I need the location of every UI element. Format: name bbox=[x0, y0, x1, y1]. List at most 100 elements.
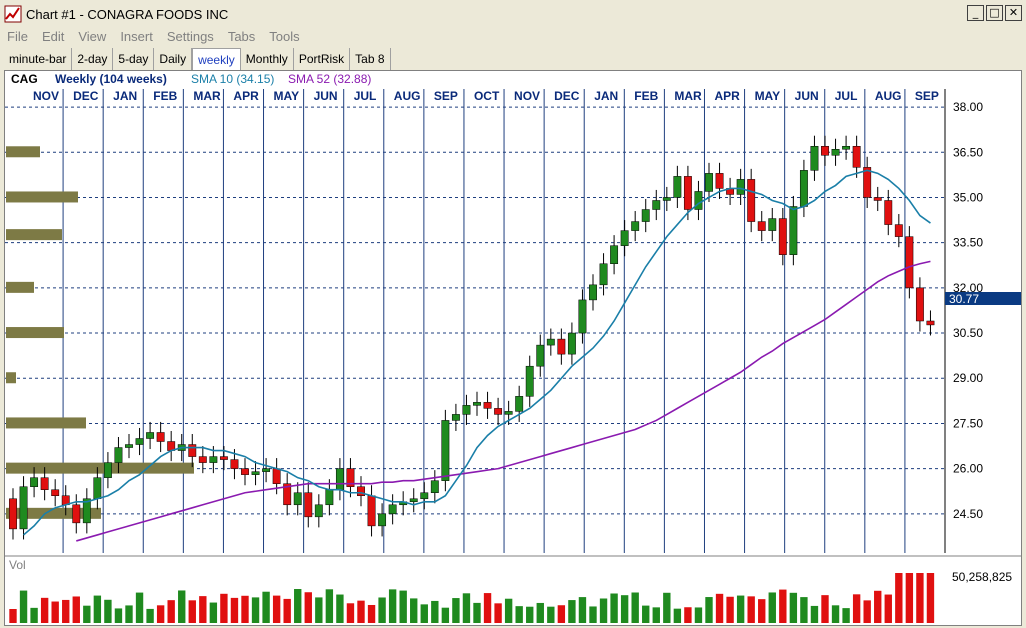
candle-body bbox=[125, 444, 133, 448]
volume-bar bbox=[810, 605, 819, 623]
candle-body bbox=[241, 468, 249, 475]
month-label: MAY bbox=[274, 89, 300, 103]
volume-bar bbox=[230, 597, 239, 623]
volume-bar bbox=[526, 606, 534, 623]
volume-profile-bar bbox=[6, 281, 34, 293]
y-tick-label: 29.00 bbox=[953, 371, 983, 385]
candle-body bbox=[346, 468, 355, 487]
menu-settings[interactable]: Settings bbox=[166, 28, 214, 44]
volume-bar bbox=[9, 609, 17, 623]
maximize-button[interactable]: □ bbox=[986, 5, 1003, 21]
candle-body bbox=[641, 209, 650, 222]
tab-monthly[interactable]: Monthly bbox=[241, 48, 294, 70]
price-chart[interactable]: CAG Weekly (104 weeks) SMA 10 (34.15) SM… bbox=[5, 71, 1021, 625]
tab-2-day[interactable]: 2-day bbox=[72, 48, 114, 70]
candle-body bbox=[768, 218, 777, 231]
candle-body bbox=[441, 420, 450, 481]
candle-body bbox=[546, 338, 555, 346]
candle-body bbox=[757, 221, 766, 231]
y-tick-label: 33.50 bbox=[953, 236, 983, 250]
volume-bar bbox=[420, 604, 428, 623]
volume-bar bbox=[283, 598, 291, 623]
volume-bar bbox=[209, 602, 218, 623]
volume-bar bbox=[104, 599, 112, 623]
candle-body bbox=[304, 492, 313, 518]
y-tick-label: 24.50 bbox=[953, 507, 983, 521]
volume-bar bbox=[62, 599, 70, 623]
volume-bar bbox=[251, 597, 260, 623]
sma-layer bbox=[23, 169, 931, 542]
candle-body bbox=[473, 402, 481, 406]
candle-body bbox=[683, 176, 692, 210]
y-tick-label: 36.50 bbox=[953, 145, 983, 159]
volume-bar bbox=[220, 593, 228, 623]
candle-body bbox=[567, 332, 576, 355]
candle-body bbox=[335, 468, 344, 490]
menu-tabs[interactable]: Tabs bbox=[227, 28, 256, 44]
volume-bar bbox=[431, 600, 439, 623]
candle-body bbox=[504, 411, 513, 415]
candle-body bbox=[51, 489, 60, 497]
month-label: NOV bbox=[514, 89, 540, 103]
volume-bar bbox=[40, 597, 49, 623]
candle-body bbox=[209, 456, 218, 463]
candle-body bbox=[82, 498, 91, 524]
candle-body bbox=[19, 486, 28, 530]
volume-bar bbox=[125, 605, 133, 623]
volume-max-label: 50,258,825 bbox=[952, 570, 1012, 584]
month-label: MAR bbox=[674, 89, 702, 103]
tab-8[interactable]: Tab 8 bbox=[350, 48, 391, 70]
menu-edit[interactable]: Edit bbox=[41, 28, 65, 44]
close-button[interactable]: ✕ bbox=[1005, 5, 1022, 21]
candle-body bbox=[736, 179, 745, 195]
tab-daily[interactable]: Daily bbox=[154, 48, 193, 70]
month-label: JAN bbox=[113, 89, 137, 103]
tab-portrisk[interactable]: PortRisk bbox=[294, 48, 351, 70]
month-label: JAN bbox=[594, 89, 618, 103]
candle-body bbox=[799, 170, 808, 207]
volume-bar bbox=[135, 592, 144, 623]
candle-body bbox=[789, 206, 798, 255]
menu-tools[interactable]: Tools bbox=[269, 28, 300, 44]
volume-bar bbox=[410, 598, 418, 623]
month-label: SEP bbox=[434, 89, 458, 103]
candle-body bbox=[462, 405, 471, 415]
menu-file[interactable]: File bbox=[7, 28, 28, 44]
volume-bar bbox=[441, 607, 450, 623]
volume-bar bbox=[388, 589, 397, 623]
candle-body bbox=[715, 173, 724, 189]
candle-body bbox=[30, 477, 39, 487]
menu-insert[interactable]: Insert bbox=[120, 28, 153, 44]
tab-5-day[interactable]: 5-day bbox=[113, 48, 155, 70]
minimize-button[interactable]: _ bbox=[967, 5, 984, 21]
candle-body bbox=[230, 459, 239, 469]
legend-symbol: CAG bbox=[11, 72, 38, 86]
legend-sma10: SMA 10 (34.15) bbox=[191, 72, 274, 86]
volume-bar bbox=[346, 603, 355, 623]
month-label: JUL bbox=[354, 89, 377, 103]
volume-bar bbox=[188, 600, 196, 623]
volume-bar bbox=[536, 602, 544, 623]
volume-profile-bar bbox=[6, 417, 86, 429]
chart-panel[interactable]: CAG Weekly (104 weeks) SMA 10 (34.15) SM… bbox=[4, 70, 1022, 626]
candles-layer bbox=[9, 135, 935, 540]
month-label: DEC bbox=[73, 89, 99, 103]
candle-body bbox=[409, 498, 418, 503]
volume-bar bbox=[452, 598, 460, 623]
volume-bar bbox=[367, 604, 376, 623]
volume-bar bbox=[768, 592, 776, 623]
volume-bar bbox=[504, 598, 513, 623]
window-controls: _ □ ✕ bbox=[967, 5, 1022, 21]
candle-body bbox=[357, 486, 365, 497]
candle-body bbox=[188, 444, 197, 457]
candle-body bbox=[831, 149, 840, 156]
month-label: NOV bbox=[33, 89, 59, 103]
menu-view[interactable]: View bbox=[78, 28, 107, 44]
candle-body bbox=[103, 462, 112, 478]
candle-body bbox=[673, 176, 682, 198]
tab-minute-bar[interactable]: minute-bar bbox=[4, 48, 73, 70]
y-axis: 24.50 26.00 27.50 29.00 30.50 32.00 33.50 35.00… bbox=[944, 89, 983, 553]
tab-weekly[interactable]: weekly bbox=[192, 48, 241, 70]
volume-bar bbox=[473, 602, 481, 623]
volume-bar bbox=[178, 590, 186, 623]
